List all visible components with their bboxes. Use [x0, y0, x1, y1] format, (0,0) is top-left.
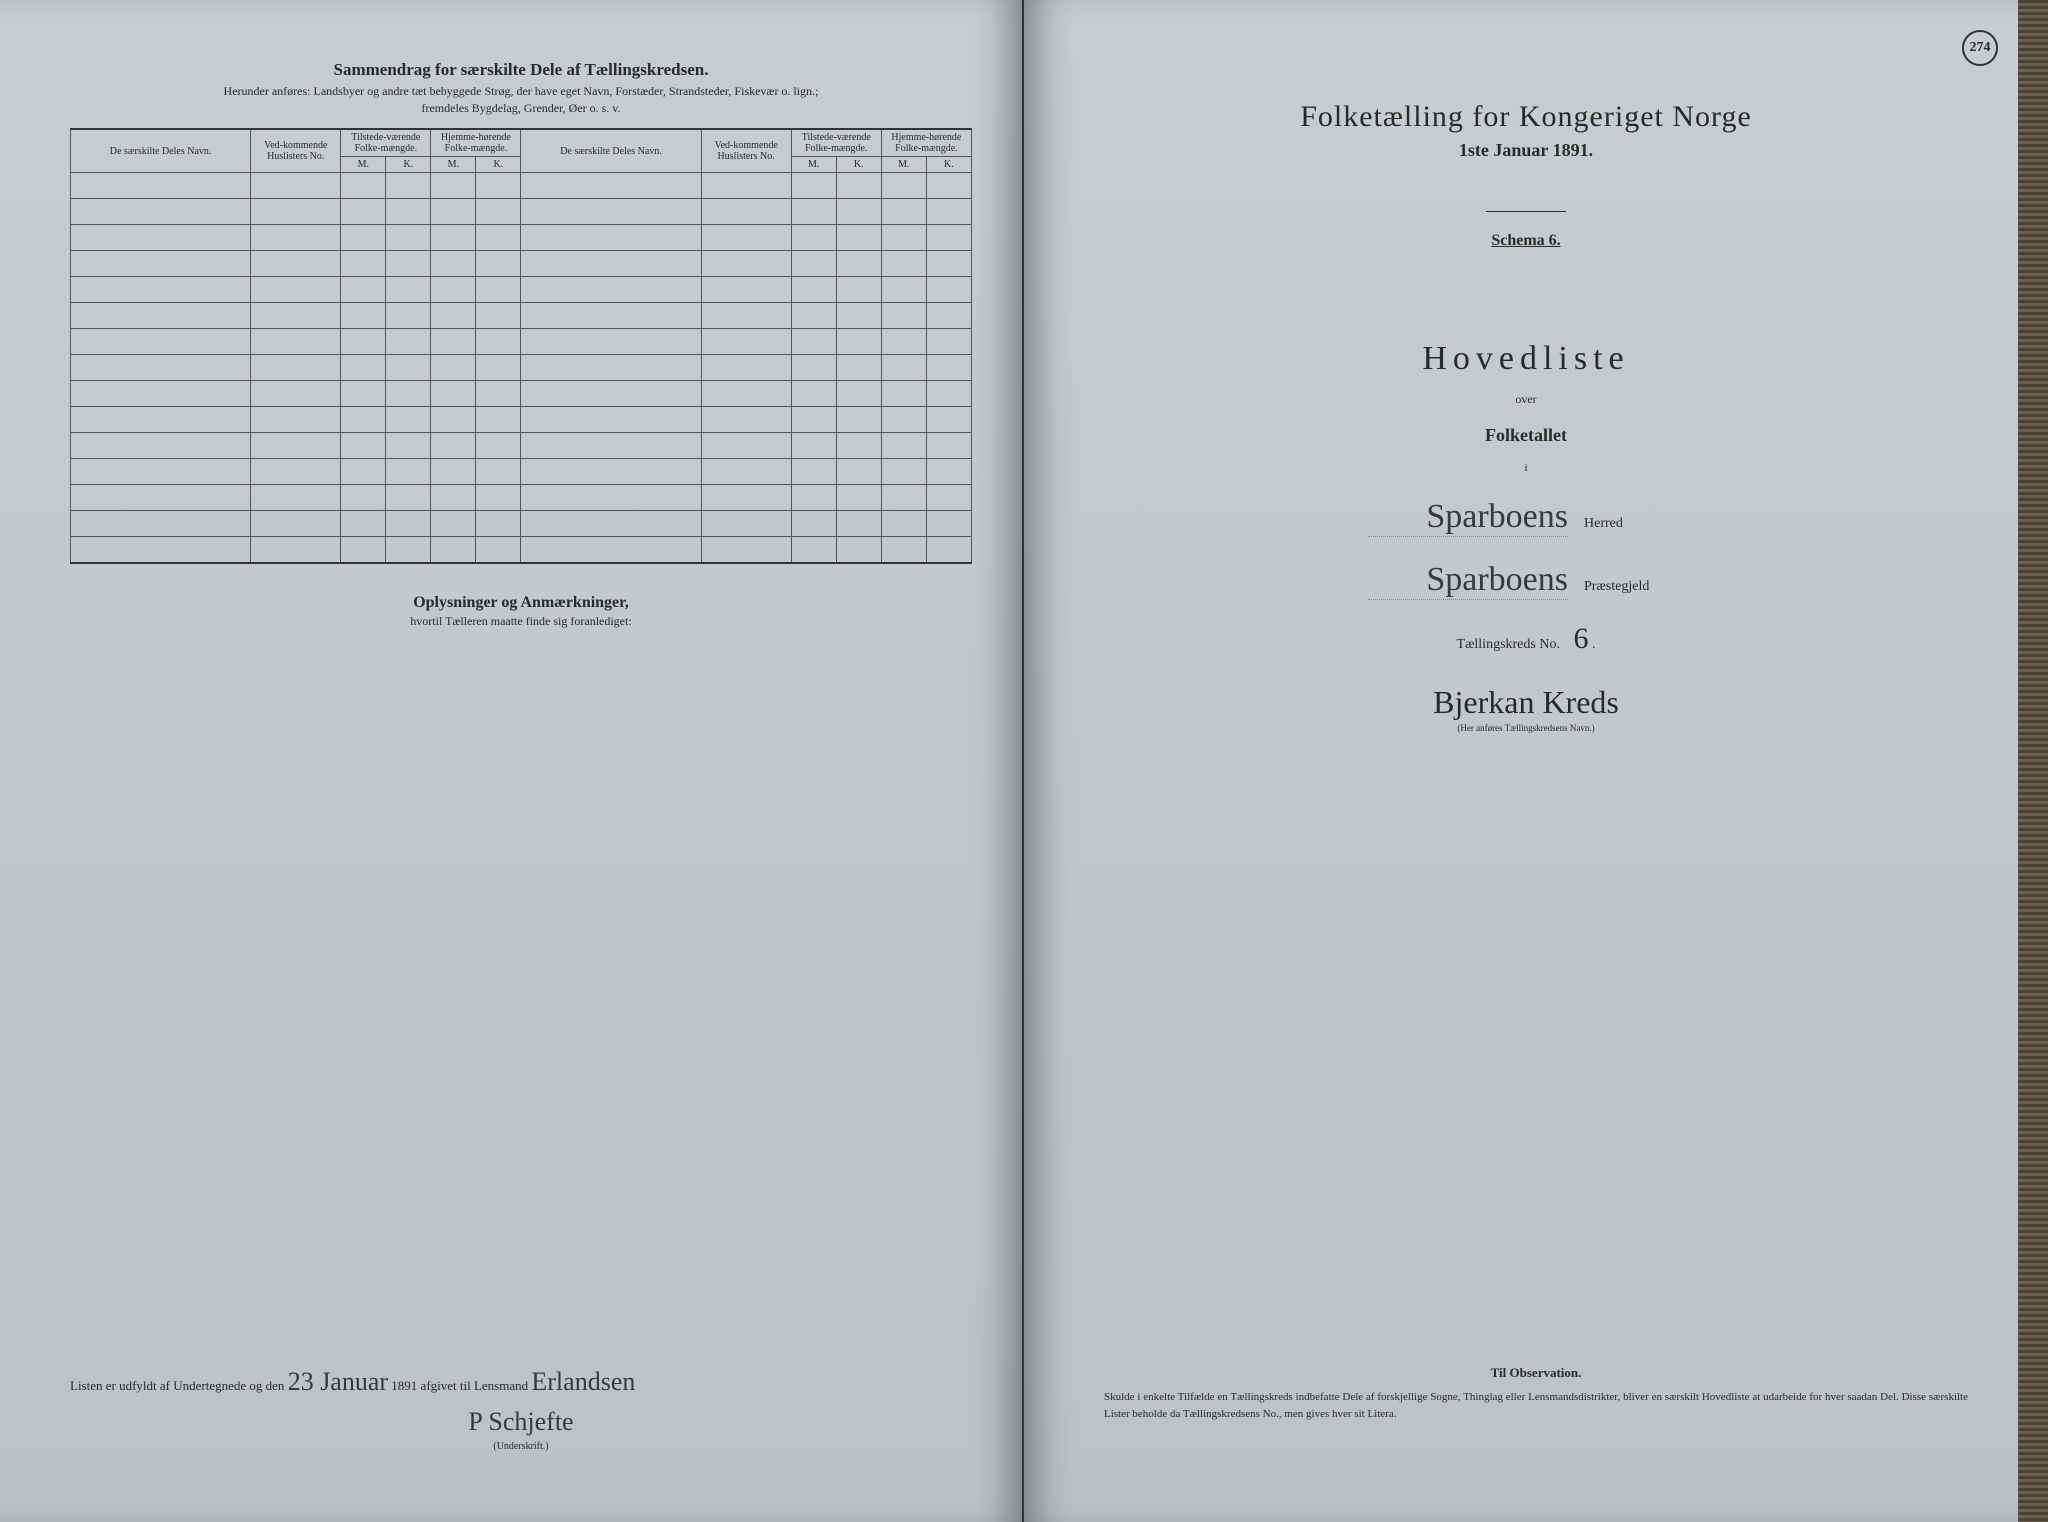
th-k: K. — [836, 157, 881, 173]
left-subtitle-2: fremdeles Bygdelag, Grender, Øer o. s. v… — [70, 101, 972, 116]
observation-title: Til Observation. — [1104, 1365, 1968, 1381]
th-k: K. — [476, 157, 521, 173]
th-m: M. — [431, 157, 476, 173]
kreds-name-line: Bjerkan Kreds — [1074, 684, 1978, 721]
summary-table: De særskilte Deles Navn. Ved-kommende Hu… — [70, 128, 972, 564]
praestegjeld-label: Præstegjeld — [1584, 579, 1684, 595]
divider — [1486, 211, 1566, 212]
hovedliste-title: Hovedliste — [1074, 340, 1978, 378]
signature-date: 23 Januar — [288, 1367, 388, 1396]
page-number: 274 — [1962, 30, 1998, 66]
schema-label: Schema 6. — [1074, 232, 1978, 250]
herred-value: Sparboens — [1368, 498, 1568, 537]
th-tilstede-2: Tilstede-værende Folke-mængde. — [791, 129, 881, 157]
praestegjeld-value: Sparboens — [1368, 561, 1568, 600]
th-hjemme-2: Hjemme-hørende Folke-mængde. — [881, 129, 971, 157]
left-page: Sammendrag for særskilte Dele af Tælling… — [0, 0, 1024, 1522]
th-husliste-1: Ved-kommende Huslisters No. — [251, 129, 341, 173]
th-navn-1: De særskilte Deles Navn. — [71, 129, 251, 173]
census-title: Folketælling for Kongeriget Norge — [1074, 100, 1978, 134]
right-page: 274 Folketælling for Kongeriget Norge 1s… — [1024, 0, 2048, 1522]
th-m: M. — [791, 157, 836, 173]
left-page-title: Sammendrag for særskilte Dele af Tælling… — [70, 60, 972, 80]
th-m: M. — [881, 157, 926, 173]
remarks-title: Oplysninger og Anmærkninger, — [70, 594, 972, 612]
census-date: 1ste Januar 1891. — [1074, 140, 1978, 161]
th-tilstede-1: Tilstede-værende Folke-mængde. — [341, 129, 431, 157]
folketallet-label: Folketallet — [1074, 425, 1978, 446]
th-m: M. — [341, 157, 386, 173]
praestegjeld-line: Sparboens Præstegjeld — [1074, 561, 1978, 600]
herred-line: Sparboens Herred — [1074, 498, 1978, 537]
undersigner-name: P Schjefte — [468, 1407, 573, 1436]
th-k: K. — [926, 157, 971, 173]
i-label: i — [1074, 462, 1978, 474]
th-husliste-2: Ved-kommende Huslisters No. — [701, 129, 791, 173]
kreds-label: Tællingskreds No. — [1457, 637, 1560, 652]
signature-lensmand: Erlandsen — [531, 1367, 635, 1396]
underskrift-label: (Underskrift.) — [70, 1441, 972, 1452]
over-label: over — [1074, 392, 1978, 407]
herred-label: Herred — [1584, 516, 1684, 532]
book-spread: Sammendrag for særskilte Dele af Tælling… — [0, 0, 2048, 1522]
book-spine-edge — [2018, 0, 2048, 1522]
kreds-caption: (Her anføres Tællingskredsens Navn.) — [1074, 723, 1978, 733]
th-k: K. — [386, 157, 431, 173]
signature-block: Listen er udfyldt af Undertegnede og den… — [70, 1367, 972, 1452]
kreds-name-value: Bjerkan Kreds — [1433, 684, 1619, 720]
remarks-subtitle: hvortil Tælleren maatte finde sig foranl… — [70, 614, 972, 629]
kreds-number: 6 — [1573, 622, 1588, 655]
kreds-number-line: Tællingskreds No. 6 . — [1074, 622, 1978, 656]
th-navn-2: De særskilte Deles Navn. — [521, 129, 701, 173]
observation-text: Skulde i enkelte Tilfælde en Tællingskre… — [1104, 1389, 1968, 1422]
left-subtitle-1: Herunder anføres: Landsbyer og andre tæt… — [70, 84, 972, 99]
summary-table-body — [71, 173, 972, 563]
th-hjemme-1: Hjemme-hørende Folke-mængde. — [431, 129, 521, 157]
signature-prefix: Listen er udfyldt af Undertegnede og den — [70, 1378, 284, 1393]
observation-block: Til Observation. Skulde i enkelte Tilfæl… — [1104, 1365, 1968, 1422]
signature-year: 1891 afgivet til Lensmand — [391, 1378, 528, 1393]
